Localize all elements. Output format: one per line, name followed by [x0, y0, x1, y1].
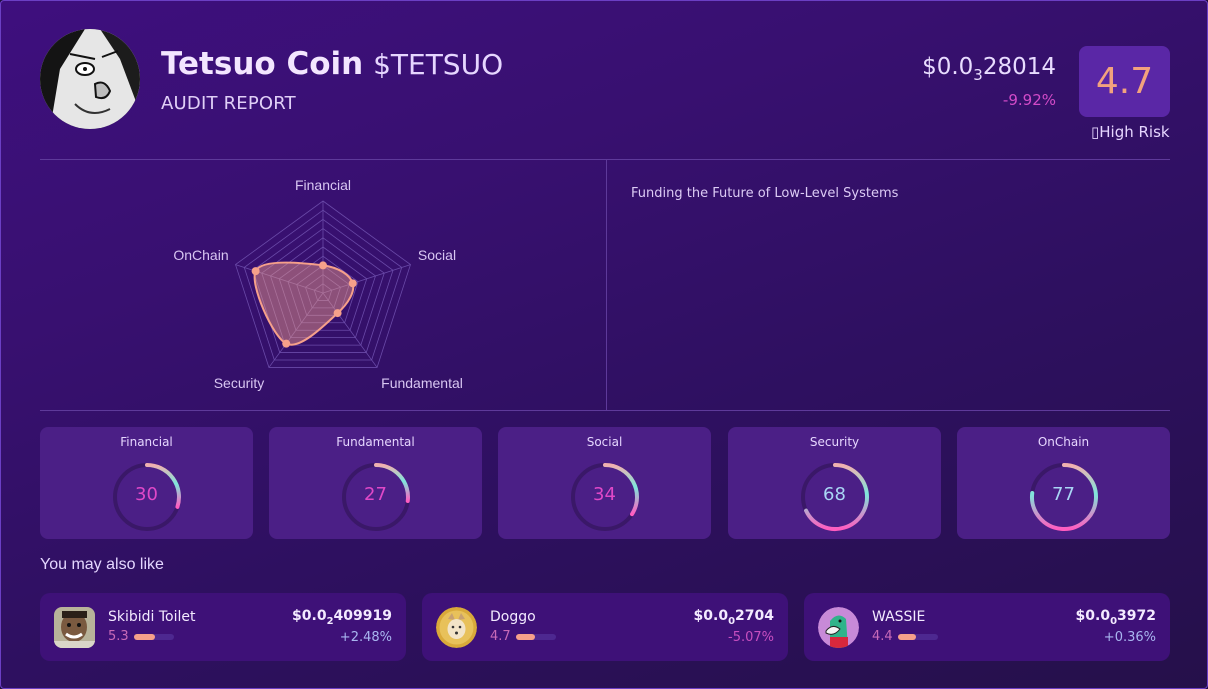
price-prefix: $0.0 — [922, 54, 974, 80]
recommendation-price: $0.002704 — [694, 608, 774, 627]
price-change: -9.92% — [1002, 91, 1056, 109]
gauge-ring — [571, 463, 639, 531]
recommendation-name: Doggo — [490, 609, 536, 625]
gauge-card-security: Security 68 — [728, 427, 941, 539]
report-subtitle: AUDIT REPORT — [161, 93, 296, 114]
coin-description: Funding the Future of Low-Level Systems — [631, 186, 899, 201]
gauge-ring — [113, 463, 181, 531]
score-bar-fill — [134, 634, 156, 640]
gauge-card-financial: Financial 30 — [40, 427, 253, 539]
price-digits: 28014 — [982, 54, 1056, 80]
score-radar-chart: Financial Social Fundamental Security On… — [173, 177, 463, 391]
recommendation-price: $0.02409919 — [292, 608, 392, 627]
recommendation-change: -5.07% — [728, 630, 774, 645]
coin-ticker: $TETSUO — [373, 48, 504, 81]
score-bar — [516, 634, 556, 640]
price-prefix: $0.0 — [693, 608, 729, 624]
gauge-card-fundamental: Fundamental 27 — [269, 427, 482, 539]
risk-score-value: 4.7 — [1095, 61, 1154, 102]
gauge-value: 34 — [593, 484, 616, 505]
risk-score-badge: 4.7 — [1079, 46, 1170, 117]
recommendation-name: Skibidi Toilet — [108, 609, 196, 625]
divider-vertical — [606, 160, 607, 410]
coin-avatar — [40, 29, 140, 129]
divider — [40, 410, 1170, 411]
radar-score-area — [253, 261, 355, 346]
score-bar-fill — [516, 634, 535, 640]
gauge-value: 27 — [364, 484, 387, 505]
radar-label-fundamental: Fundamental — [381, 375, 463, 391]
radar-label-financial: Financial — [295, 177, 351, 193]
price-zero-count: 0 — [728, 616, 736, 627]
price-prefix: $0.0 — [1075, 608, 1111, 624]
gauge-value: 77 — [1052, 484, 1075, 505]
recommendations-heading: You may also like — [40, 556, 164, 573]
radar-label-security: Security — [214, 375, 265, 391]
recommendation-score: 5.3 — [108, 629, 129, 644]
recommendation-price: $0.003972 — [1076, 608, 1156, 627]
wassie-avatar — [818, 607, 859, 648]
recommendation-score: 4.4 — [872, 629, 893, 644]
gauge-ring — [342, 463, 410, 531]
price-digits: 409919 — [333, 608, 392, 624]
gauge-card-social: Social 34 — [498, 427, 711, 539]
radar-label-onchain: OnChain — [173, 247, 228, 263]
radar-points — [251, 261, 357, 348]
recommendation-card-wassie[interactable]: WASSIE 4.4 $0.003972 +0.36% — [804, 593, 1170, 661]
recommendation-change: +2.48% — [339, 630, 392, 645]
divider — [40, 159, 1170, 160]
recommendation-card-doggo[interactable]: Doggo 4.7 $0.002704 -5.07% — [422, 593, 788, 661]
radar-label-social: Social — [418, 247, 456, 263]
shiba-dog-icon — [436, 607, 477, 648]
skibidi-face-icon — [54, 607, 95, 648]
recommendation-name: WASSIE — [872, 609, 926, 625]
radar-grid — [235, 200, 411, 368]
wassie-duck-icon — [818, 607, 859, 648]
gauge-ring — [801, 463, 869, 531]
gauge-value: 68 — [823, 484, 846, 505]
doggo-avatar — [436, 607, 477, 648]
recommendation-score: 4.7 — [490, 629, 511, 644]
skibidi-toilet-avatar — [54, 607, 95, 648]
score-bar — [134, 634, 174, 640]
gauge-label: Financial — [120, 435, 173, 449]
price-prefix: $0.0 — [292, 608, 327, 624]
price-zero-count: 2 — [326, 616, 334, 627]
price-digits: 2704 — [735, 608, 774, 624]
recommendation-card-skibidi-toilet[interactable]: Skibidi Toilet 5.3 $0.02409919 +2.48% — [40, 593, 406, 661]
price-digits: 3972 — [1117, 608, 1156, 624]
coin-name: Tetsuo Coin — [161, 46, 364, 82]
gauge-label: Social — [586, 435, 623, 449]
coin-title: Tetsuo Coin $TETSUO — [161, 46, 503, 82]
gauge-label: Fundamental — [336, 435, 415, 449]
gauge-card-onchain: OnChain 77 — [957, 427, 1170, 539]
price-zero-count: 0 — [1110, 616, 1118, 627]
score-bar — [898, 634, 938, 640]
gauge-value: 30 — [135, 484, 158, 505]
gauge-label: OnChain — [1037, 435, 1090, 449]
price-zero-count: 3 — [973, 66, 983, 84]
risk-label: ▯High Risk — [1091, 123, 1170, 141]
gauge-label: Security — [809, 435, 860, 449]
gauge-ring — [1030, 463, 1098, 531]
manga-face-icon — [40, 29, 140, 129]
recommendation-change: +0.36% — [1103, 630, 1156, 645]
score-bar-fill — [898, 634, 916, 640]
coin-price: $0.0328014 — [922, 54, 1056, 84]
